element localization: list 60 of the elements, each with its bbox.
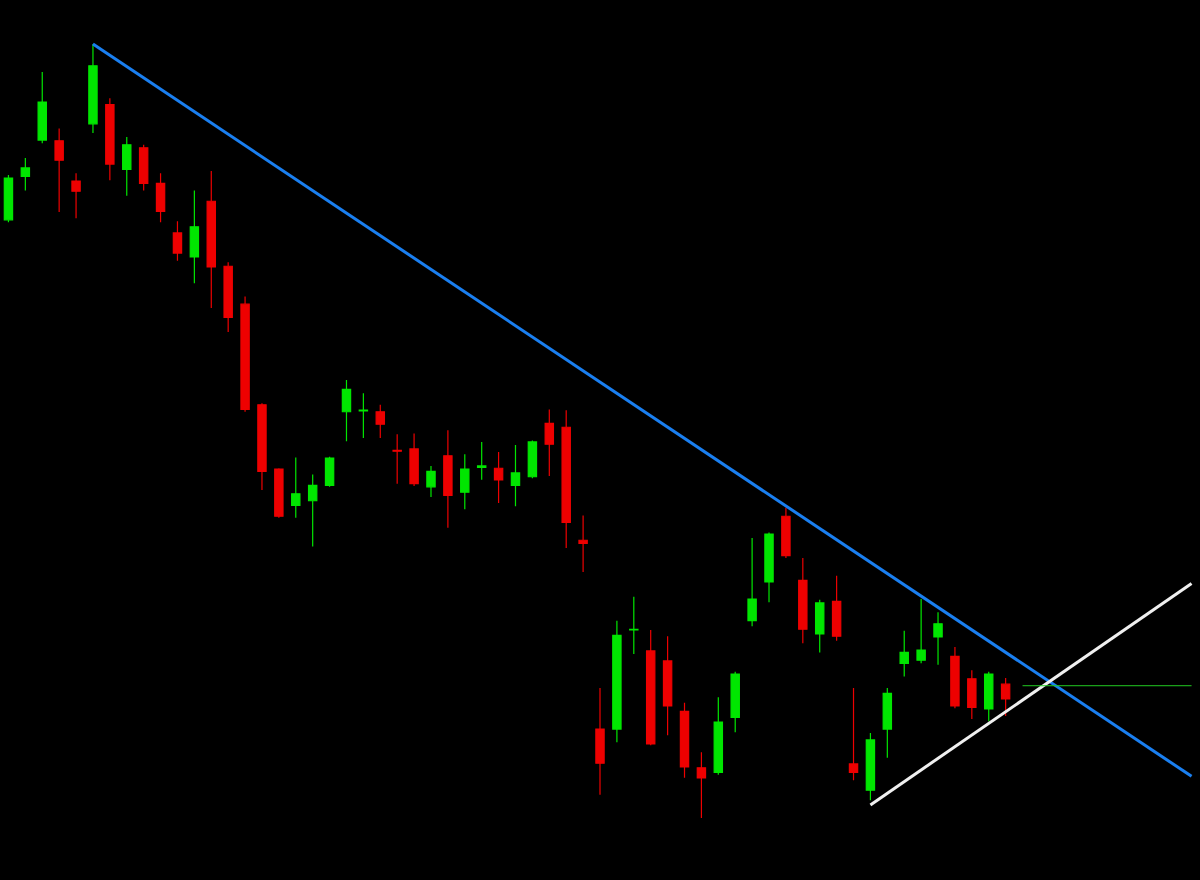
candlestick (409, 432, 419, 487)
candlestick (392, 433, 402, 485)
candlestick (798, 557, 808, 644)
candlestick (983, 671, 994, 722)
candlestick (54, 127, 64, 213)
candlestick (645, 629, 656, 746)
candlestick (122, 136, 132, 197)
candlestick (240, 295, 250, 413)
candlestick (899, 630, 909, 678)
candlestick (1000, 677, 1011, 717)
candlestick (679, 702, 690, 779)
candlestick (172, 220, 183, 262)
candlestick (747, 537, 757, 627)
candlestick (426, 465, 436, 498)
candlestick (460, 453, 470, 510)
candlestick (138, 144, 149, 191)
candlestick (3, 174, 14, 223)
candlestick (20, 157, 31, 191)
candlestick (291, 456, 301, 519)
candlestick (544, 408, 555, 477)
candlestick (324, 456, 335, 488)
candlestick (967, 669, 977, 720)
candlestick (476, 441, 487, 481)
candlestick (696, 751, 707, 819)
candlestick (88, 43, 98, 134)
candlestick (307, 473, 318, 548)
candlestick (510, 444, 521, 507)
candlestick (848, 687, 859, 781)
candlestick (561, 409, 571, 549)
candlestick (189, 189, 200, 284)
candlestick (781, 507, 791, 559)
candlestick (831, 575, 842, 642)
candlestick (71, 172, 81, 219)
candlestick (358, 392, 369, 439)
candlestick (341, 379, 352, 442)
candlestick (257, 402, 267, 491)
candlestick (865, 732, 876, 801)
candlestick (662, 635, 673, 736)
candlestick (595, 687, 605, 796)
candlestick (950, 646, 960, 709)
candlestick (375, 404, 386, 439)
candlestick (578, 514, 588, 573)
candlestick (933, 611, 943, 666)
candlestick (155, 172, 166, 223)
candlestick (206, 170, 217, 309)
candlestick (882, 687, 893, 759)
candlestick (37, 71, 47, 144)
candlestick (612, 620, 622, 743)
candlestick (713, 696, 724, 776)
candlestick (527, 439, 538, 479)
candlestick (105, 97, 115, 181)
candlestick (814, 599, 825, 654)
candlestick (223, 261, 233, 333)
candlestick (493, 451, 504, 504)
candlestick (274, 467, 284, 519)
candlestick (443, 429, 453, 529)
candlestick (764, 531, 774, 603)
candlestick (730, 671, 740, 733)
candlestick (916, 598, 926, 664)
candlestick (629, 596, 639, 655)
